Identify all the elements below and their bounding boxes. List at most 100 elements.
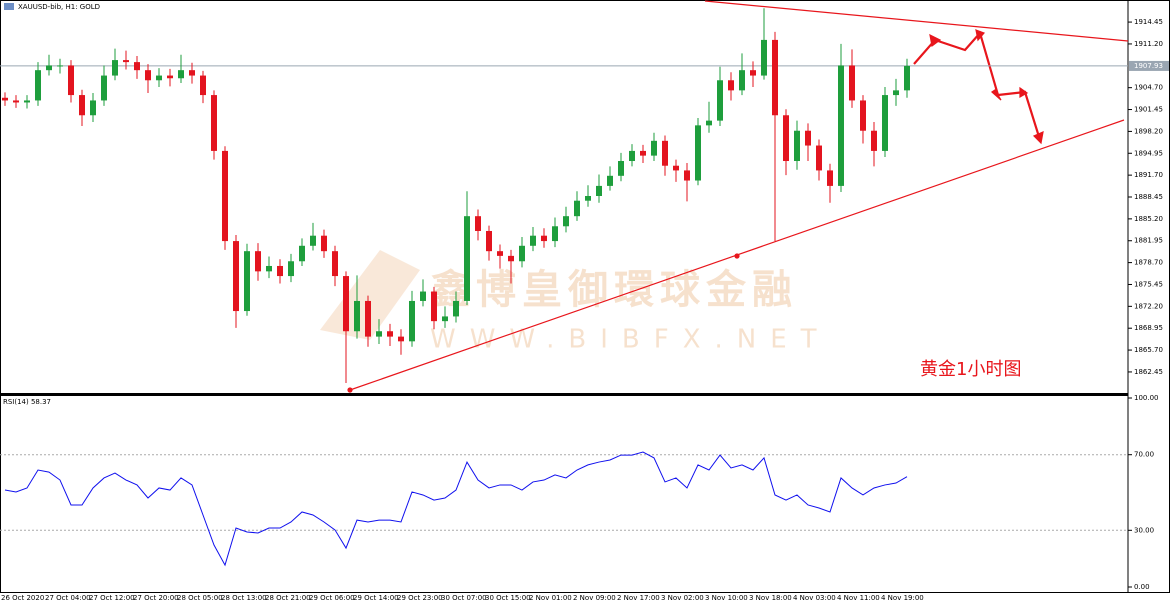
candle-body [904, 65, 910, 91]
x-tick-label: 3 Nov 10:00 [705, 594, 748, 602]
drawings [347, 0, 1129, 393]
resistance-trendline [704, 0, 1129, 42]
x-tick-label: 3 Nov 02:00 [661, 594, 704, 602]
y-tick-label: 1901.45 [1134, 106, 1163, 114]
x-tick-label: 30 Oct 15:00 [485, 594, 531, 602]
candle-body [563, 216, 569, 227]
candle-body [640, 150, 646, 156]
rsi-tick-label: 30.00 [1134, 526, 1154, 534]
arrow-head [929, 33, 942, 48]
candle-body [893, 90, 899, 96]
candle-body [552, 226, 558, 242]
x-tick-label: 2 Nov 09:00 [573, 594, 616, 602]
candle-body [772, 39, 778, 116]
y-tick-label: 1888.45 [1134, 193, 1163, 201]
y-tick-label: 1865.70 [1134, 346, 1163, 354]
candle-body [541, 235, 547, 242]
candle-body [574, 200, 580, 217]
symbol-icon [4, 3, 14, 10]
candle-body [145, 70, 151, 81]
y-tick-label: 1872.20 [1134, 302, 1163, 310]
candle-body [299, 245, 305, 262]
candle-body [112, 60, 118, 76]
candle-body [156, 75, 162, 81]
candle-body [508, 255, 514, 262]
candle-body [519, 245, 525, 262]
candle-body [255, 251, 261, 272]
candle-body [420, 291, 426, 301]
candle-body [387, 331, 393, 337]
candle-body [266, 265, 272, 272]
candle-body [79, 95, 85, 116]
y-tick-label: 1881.95 [1134, 237, 1163, 245]
y-tick-label: 1875.45 [1134, 280, 1163, 288]
candle-body [673, 165, 679, 171]
candle-body [618, 161, 624, 176]
candle-body [794, 130, 800, 162]
current-price-box [1129, 60, 1169, 71]
arrow-head [975, 29, 986, 42]
x-tick-label: 4 Nov 03:00 [793, 594, 836, 602]
x-tick-label: 29 Oct 06:00 [309, 594, 355, 602]
candle-body [684, 170, 690, 181]
candle-body [695, 125, 701, 181]
candle-body [442, 316, 448, 322]
candle-body [167, 75, 173, 79]
candle-body [277, 265, 283, 277]
candle-body [739, 70, 745, 91]
x-tick-label: 29 Oct 14:00 [353, 594, 399, 602]
current-price-label: 1907.93 [1134, 62, 1163, 70]
candle-body [783, 115, 789, 162]
x-tick-label: 2 Nov 17:00 [617, 594, 660, 602]
candle-body [453, 300, 459, 317]
candle-body [310, 235, 316, 246]
candle-body [13, 100, 19, 103]
candle-body [178, 70, 184, 79]
candle-body [871, 130, 877, 151]
arrow-head [1032, 130, 1044, 145]
y-tick-label: 1898.20 [1134, 127, 1163, 135]
candle-body [816, 145, 822, 171]
candle-body [2, 97, 8, 101]
candle-body [57, 65, 63, 67]
candle-body [35, 70, 41, 101]
x-tick-label: 3 Nov 18:00 [749, 594, 792, 602]
y-tick-label: 1914.45 [1134, 18, 1163, 26]
candle-body [332, 251, 338, 277]
rsi-line [4, 451, 908, 567]
rsi-tick-label: 0.00 [1134, 583, 1150, 591]
candle-body [596, 185, 602, 196]
arrow-head [991, 89, 1002, 101]
arrow-head [1019, 86, 1029, 99]
x-tick-label: 28 Oct 21:00 [265, 594, 311, 602]
y-tick-label: 1868.95 [1134, 324, 1163, 332]
candle-body [849, 65, 855, 101]
candle-body [24, 100, 30, 103]
y-tick-label: 1878.70 [1134, 259, 1163, 267]
candle-body [288, 261, 294, 277]
candle-body [343, 276, 349, 332]
watermark-url: WWW.BIBFX.NET [430, 325, 831, 355]
candle-body [464, 216, 470, 301]
annotation: 黄金1小时图 [920, 359, 1021, 380]
candle-body [189, 70, 195, 76]
x-tick-label: 2 Nov 01:00 [529, 594, 572, 602]
candle-body [233, 241, 239, 312]
x-tick-label: 27 Oct 20:00 [133, 594, 179, 602]
watermark: 鑫博皇御環球金融 WWW.BIBFX.NET [320, 250, 831, 355]
candle-body [497, 251, 503, 256]
candle-body [321, 235, 327, 252]
y-tick-label: 1904.70 [1134, 84, 1163, 92]
candle-body [200, 75, 206, 96]
candle-body [398, 336, 404, 342]
y-tick-label: 1862.45 [1134, 368, 1163, 376]
trendline-anchor [734, 253, 740, 259]
candle-body [101, 75, 107, 101]
candle-body [46, 65, 52, 71]
watermark-text: 鑫博皇御環球金融 [430, 267, 798, 313]
candle-body [629, 150, 635, 162]
candle-body [706, 120, 712, 126]
candle-body [211, 95, 217, 151]
candle-body [860, 100, 866, 131]
